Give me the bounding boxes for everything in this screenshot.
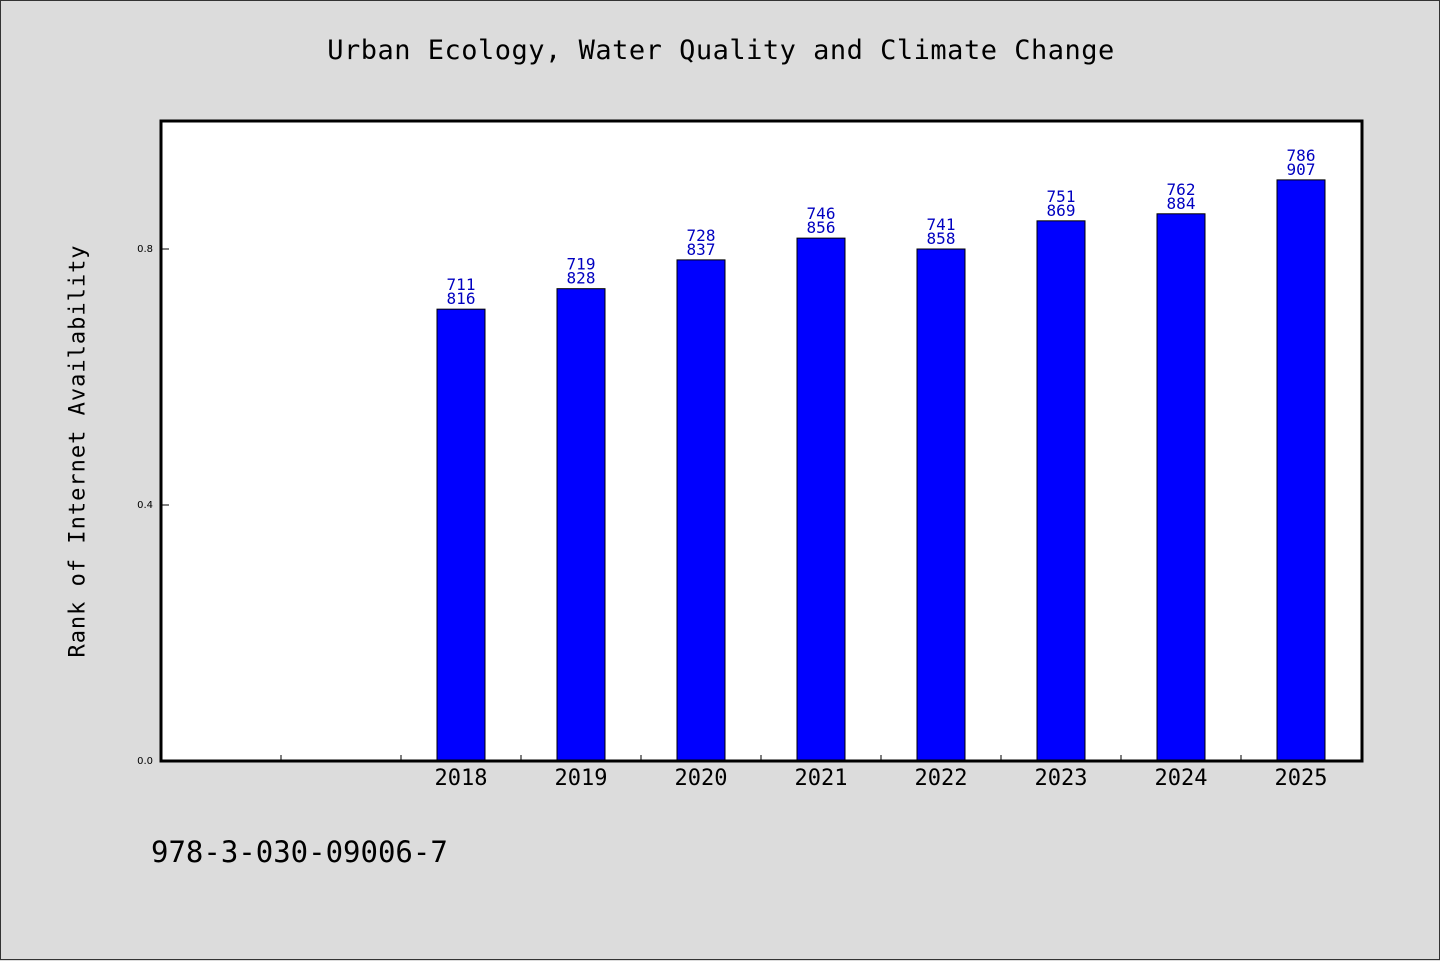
y-tick-label: 0.0 [137,756,153,767]
data-label-top-2025: 786 [1287,146,1316,165]
data-label-bottom-2020: 837 [687,240,716,259]
data-label-top-2020: 728 [687,226,716,245]
plot-border [159,119,1364,763]
data-label-bottom-2018: 816 [447,289,476,308]
y-tick-label: 0.4 [137,500,153,511]
data-label-bottom-2019: 828 [567,269,596,288]
x-tick-label-2020: 2020 [675,766,728,791]
data-label-bottom-2022: 858 [927,229,956,248]
bar-2025 [1276,179,1326,762]
data-label-bottom-2023: 869 [1047,201,1076,220]
data-label-top-2023: 751 [1047,187,1076,206]
data-label-top-2022: 741 [927,215,956,234]
x-tick-label-2022: 2022 [915,766,968,791]
x-tick-label-2023: 2023 [1035,766,1088,791]
x-tick-label-2024: 2024 [1155,766,1208,791]
chart-title: Urban Ecology, Water Quality and Climate… [327,35,1115,66]
bar-2020 [676,259,726,762]
x-tick-label-2018: 2018 [435,766,488,791]
x-tick-label-2019: 2019 [555,766,608,791]
bar-2022 [916,248,966,762]
bar-2019 [556,288,606,762]
data-label-top-2018: 711 [447,275,476,294]
data-label-bottom-2021: 856 [807,218,836,237]
data-label-top-2019: 719 [567,255,596,274]
bar-2023 [1036,220,1086,762]
bar-2018 [436,308,486,762]
bar-2024 [1156,213,1206,762]
data-label-bottom-2025: 907 [1287,160,1316,179]
data-label-top-2021: 746 [807,204,836,223]
data-label-top-2024: 762 [1167,180,1196,199]
y-tick-label: 0.8 [137,244,153,255]
isbn-label: 978-3-030-09006-7 [151,835,448,869]
data-label-bottom-2024: 884 [1167,194,1196,213]
bar-2021 [796,237,846,762]
x-tick-label-2025: 2025 [1275,766,1328,791]
x-tick-label-2021: 2021 [795,766,848,791]
